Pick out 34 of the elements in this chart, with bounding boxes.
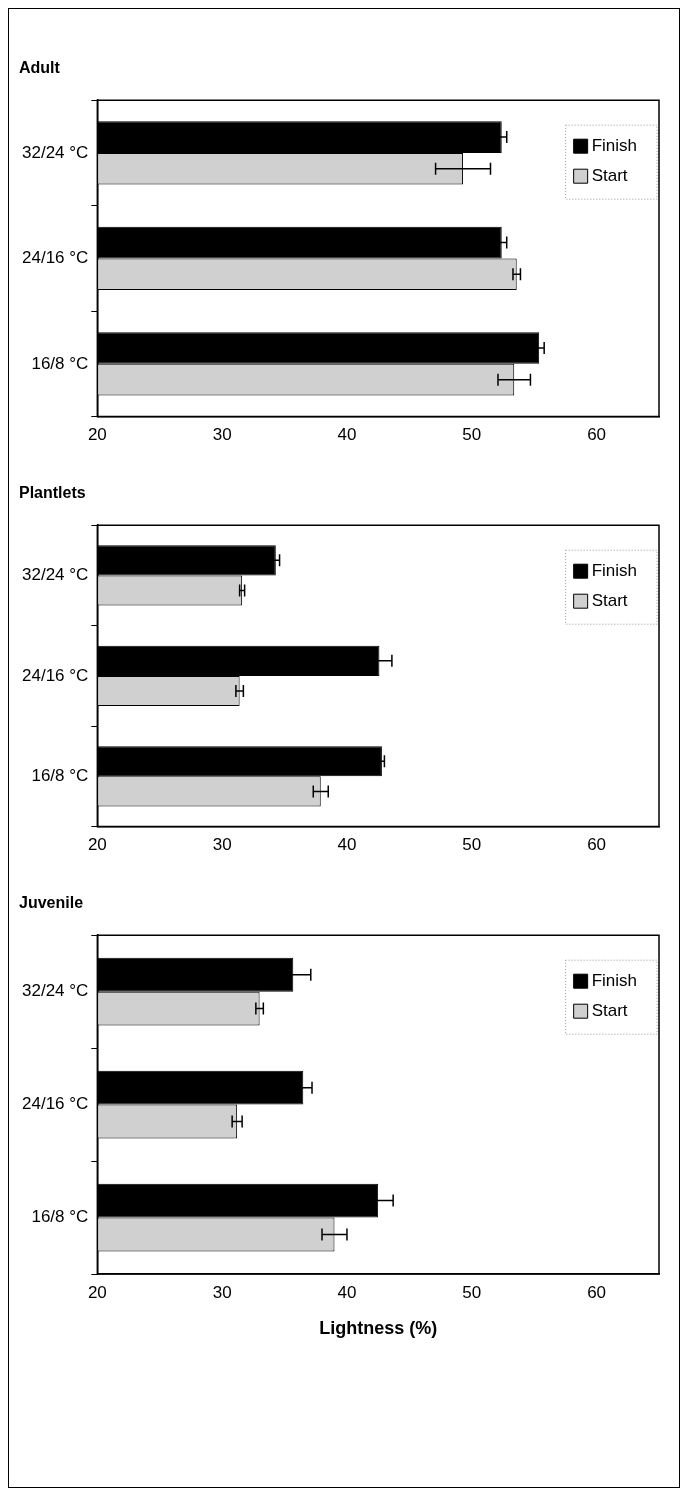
y-tick-label: 32/24 °C <box>22 565 89 585</box>
legend-label: Start <box>591 165 628 185</box>
x-tick-label: 20 <box>87 835 107 855</box>
y-tick-label: 16/8 °C <box>31 1207 89 1227</box>
x-tick-label: 20 <box>87 1282 107 1302</box>
legend-label: Finish <box>591 560 638 580</box>
y-tick-label: 16/8 °C <box>31 353 89 373</box>
y-tick-label: 24/16 °C <box>22 1094 89 1114</box>
x-tick-label: 30 <box>212 835 232 855</box>
x-tick-label: 40 <box>337 835 357 855</box>
x-tick-label: 30 <box>212 1282 232 1302</box>
x-axis-title: Lightness (%) <box>319 1318 438 1339</box>
chart-title: Plantlets <box>19 484 86 502</box>
y-tick-label: 24/16 °C <box>22 665 89 685</box>
x-tick-label: 50 <box>462 835 482 855</box>
legend-label: Start <box>591 590 628 610</box>
x-tick-label: 60 <box>587 1282 607 1302</box>
x-tick-label: 60 <box>587 835 607 855</box>
chart-title: Juvenile <box>19 894 84 912</box>
legend-label: Finish <box>591 970 638 990</box>
y-tick-label: 32/24 °C <box>22 981 89 1001</box>
x-tick-label: 50 <box>462 425 482 445</box>
legend-label: Start <box>591 1000 628 1020</box>
y-tick-label: 16/8 °C <box>31 766 89 786</box>
x-tick-label: 30 <box>212 425 232 445</box>
x-tick-label: 20 <box>87 425 107 445</box>
chart-title: Adult <box>19 59 61 77</box>
y-tick-label: 32/24 °C <box>22 142 89 162</box>
y-tick-label: 24/16 °C <box>22 248 89 268</box>
x-tick-label: 40 <box>337 425 357 445</box>
x-tick-label: 40 <box>337 1282 357 1302</box>
legend-label: Finish <box>591 135 638 155</box>
x-tick-label: 50 <box>462 1282 482 1302</box>
x-tick-label: 60 <box>587 425 607 445</box>
